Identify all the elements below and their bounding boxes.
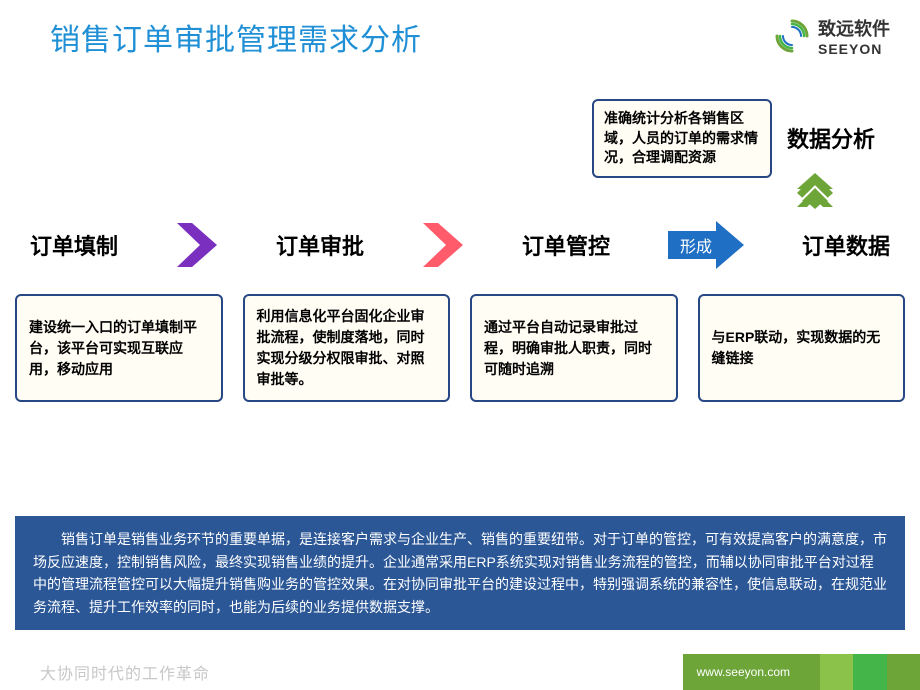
logo-text-cn: 致远软件 — [818, 15, 890, 41]
chevron-right-icon — [420, 220, 466, 270]
page-title: 销售订单审批管理需求分析 — [50, 15, 422, 59]
step-2-label: 订单审批 — [276, 229, 364, 261]
step-1-label: 订单填制 — [30, 229, 118, 261]
chevron-up-icon — [795, 171, 835, 211]
footer-tagline: 大协同时代的工作革命 — [40, 660, 210, 684]
logo-text-en: SEEYON — [818, 41, 882, 57]
block-arrow-label: 形成 — [680, 233, 712, 257]
analysis-label: 数据分析 — [787, 122, 875, 154]
step-4-label: 订单数据 — [802, 229, 890, 261]
logo-swirl-icon — [772, 16, 812, 56]
footer-accent-icon — [820, 654, 920, 690]
desc-box-4: 与ERP联动，实现数据的无缝链接 — [698, 294, 906, 402]
summary-text: 销售订单是销售业务环节的重要单据，是连接客户需求与企业生产、销售的重要纽带。对于… — [33, 531, 887, 614]
analysis-box: 准确统计分析各销售区域，人员的订单的需求情况，合理调配资源 — [592, 99, 772, 178]
brand-logo: 致远软件 SEEYON — [772, 15, 890, 57]
desc-box-1: 建设统一入口的订单填制平台，该平台可实现互联应用，移动应用 — [15, 294, 223, 402]
desc-box-3: 通过平台自动记录审批过程，明确审批人职责，同时可随时追溯 — [470, 294, 678, 402]
footer-url: www.seeyon.com — [683, 654, 820, 690]
summary-paragraph: 销售订单是销售业务环节的重要单据，是连接客户需求与企业生产、销售的重要纽带。对于… — [15, 516, 905, 630]
step-3-label: 订单管控 — [522, 229, 610, 261]
chevron-right-icon — [174, 220, 220, 270]
desc-box-2: 利用信息化平台固化企业审批流程，使制度落地，同时实现分级分权限审批、对照审批等。 — [243, 294, 451, 402]
process-diagram: 准确统计分析各销售区域，人员的订单的需求情况，合理调配资源 数据分析 订单填制 … — [0, 99, 920, 449]
page-footer: 大协同时代的工作革命 www.seeyon.com — [0, 654, 920, 690]
